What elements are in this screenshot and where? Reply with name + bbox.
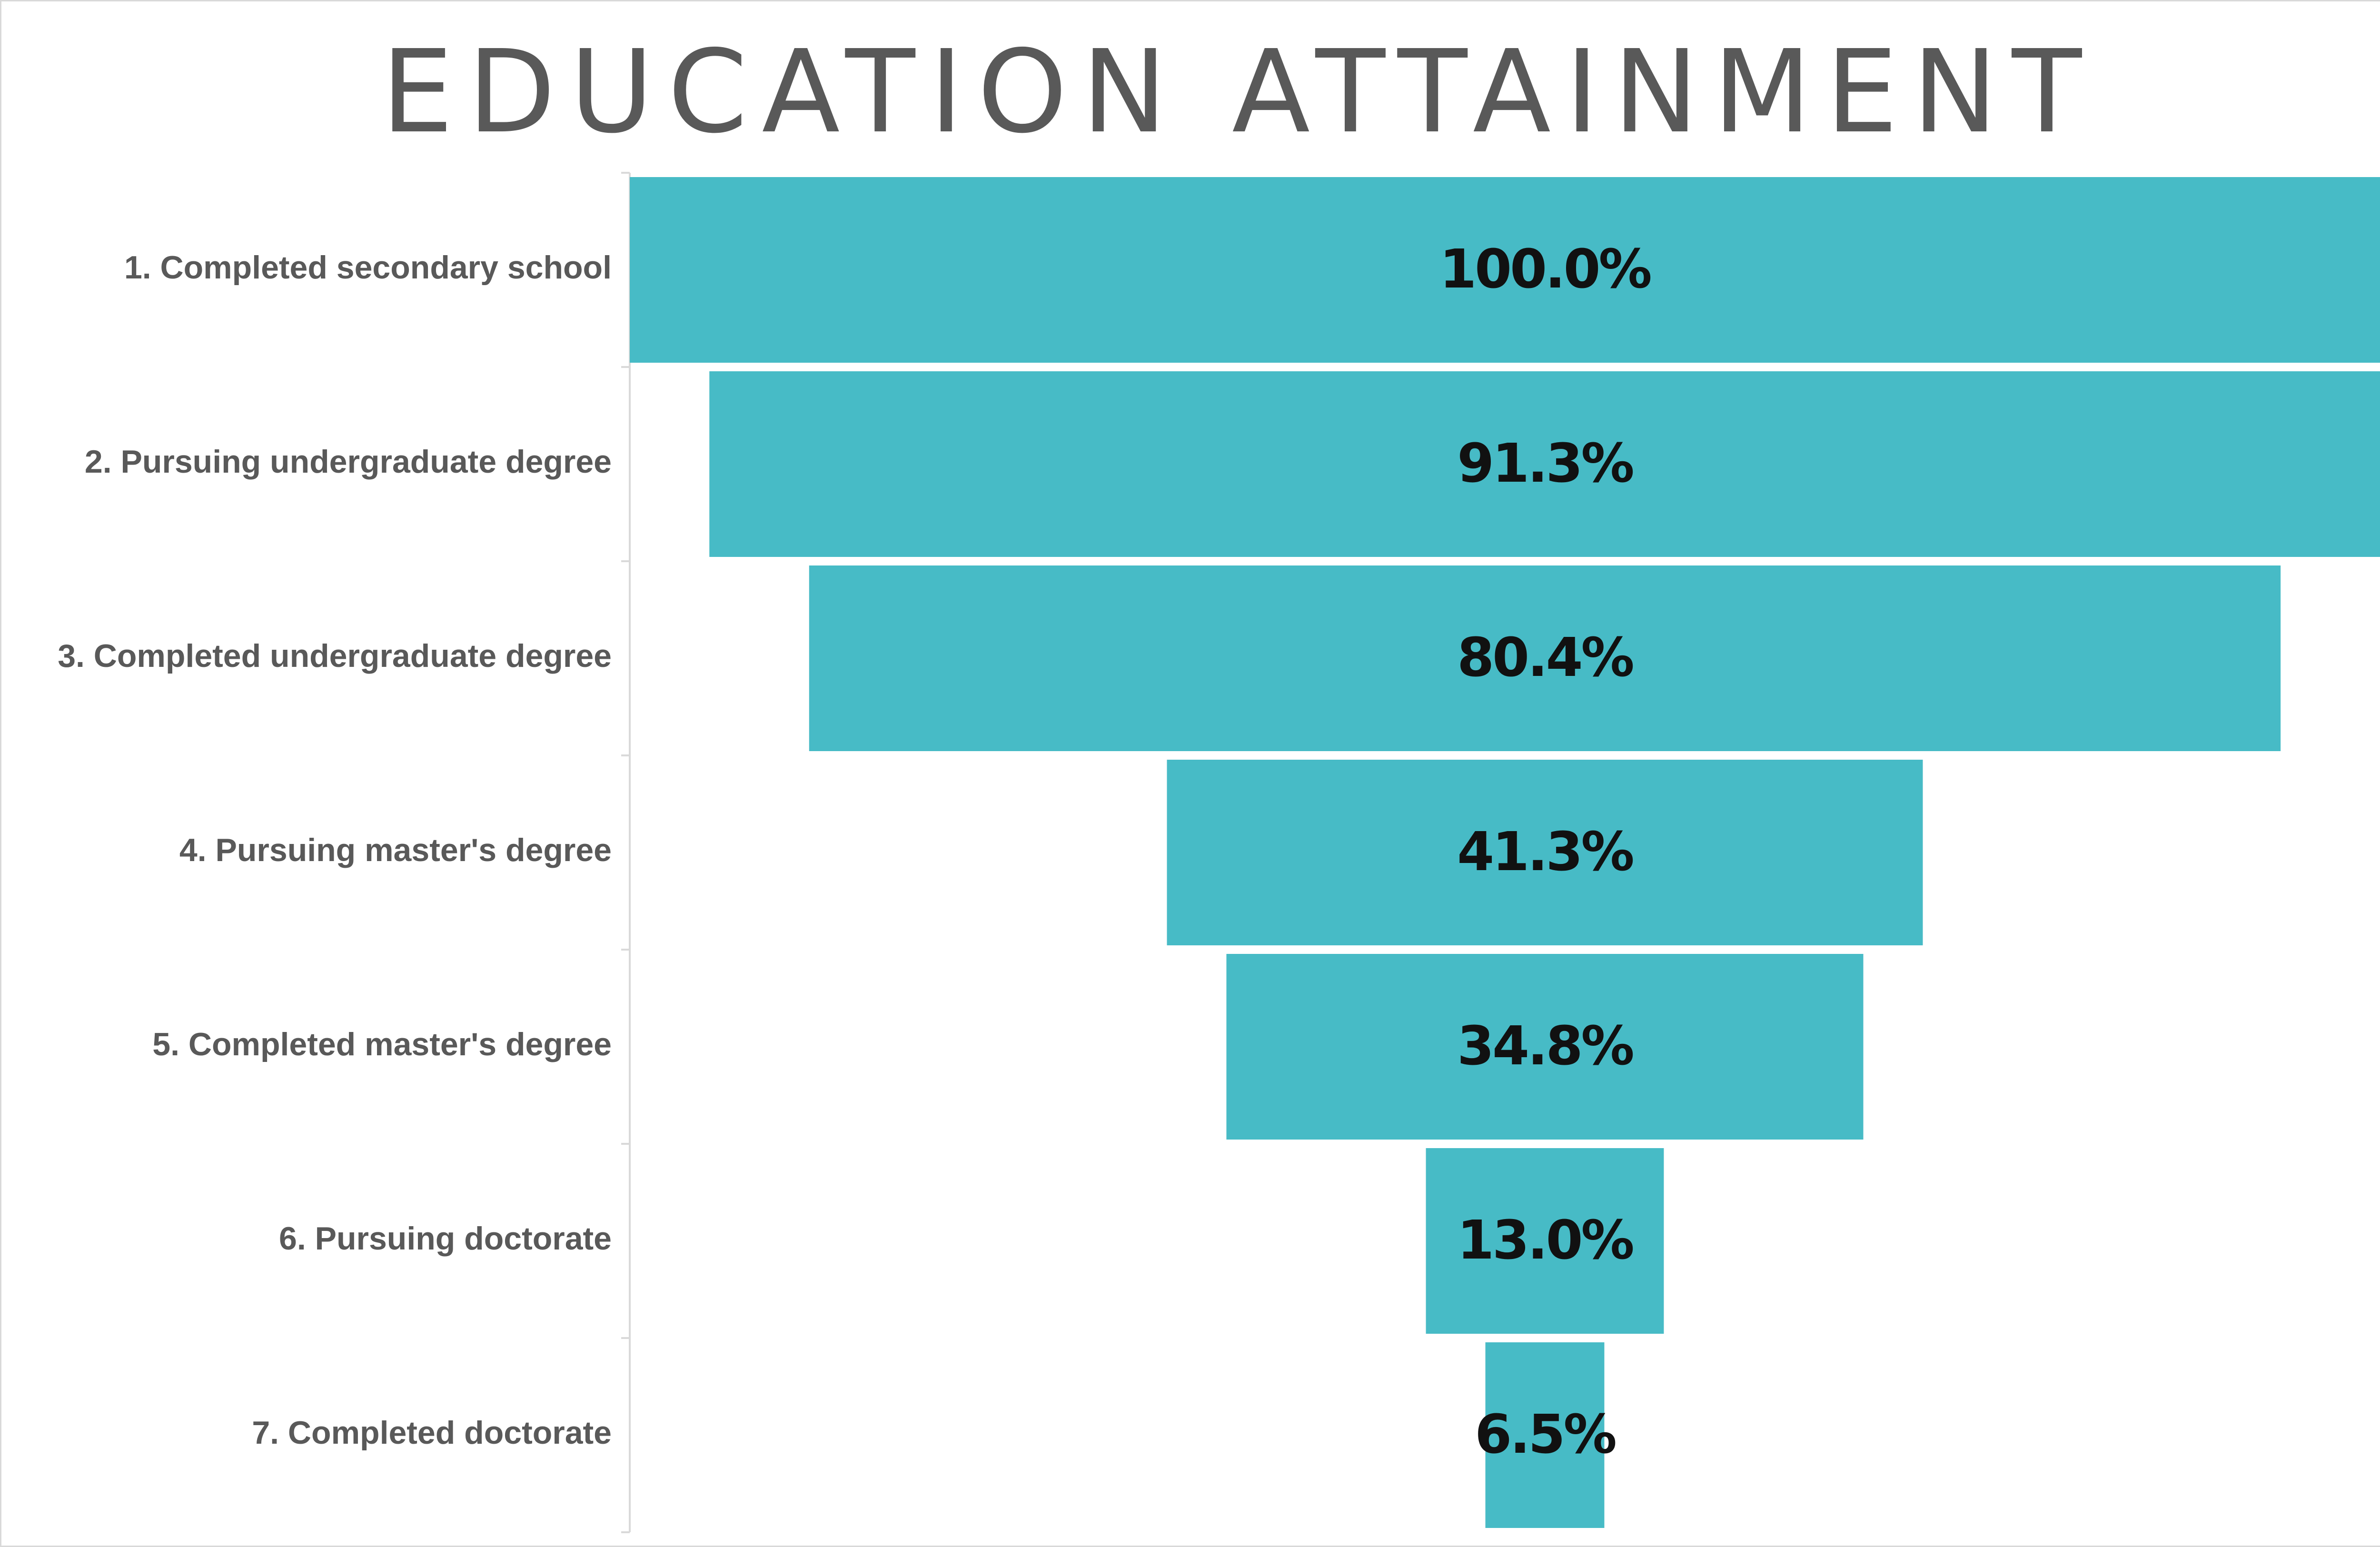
data-label: 41.3% (1457, 821, 1633, 883)
data-label: 34.8% (1457, 1015, 1633, 1077)
category-label: 4. Pursuing master's degree (179, 832, 612, 868)
data-label: 100.0% (1439, 238, 1650, 300)
category-label: 1. Completed secondary school (124, 249, 612, 286)
data-label: 80.4% (1457, 627, 1633, 689)
funnel-bar (1426, 1148, 1664, 1334)
funnel-bar (1485, 1342, 1605, 1528)
category-label: 2. Pursuing undergraduate degree (85, 444, 612, 480)
data-label: 91.3% (1457, 433, 1633, 495)
data-label: 6.5% (1475, 1404, 1615, 1466)
category-label: 3. Completed undergraduate degree (58, 638, 612, 674)
data-label: 13.0% (1457, 1210, 1633, 1271)
funnel-bar (809, 565, 2281, 751)
category-label: 7. Completed doctorate (252, 1415, 612, 1451)
chart-title: EDUCATION ATTAINMENT (381, 25, 2096, 159)
category-axis (621, 172, 631, 1533)
funnel-bar (1167, 760, 1923, 945)
category-label: 6. Pursuing doctorate (279, 1220, 612, 1257)
labels: 1. Completed secondary school 100.0% 2. Pu… (58, 238, 1652, 1466)
category-label: 5. Completed master's degree (152, 1026, 612, 1062)
funnel-bar (630, 177, 2380, 363)
funnel-bar (1226, 954, 1864, 1140)
funnel-bar (709, 371, 2380, 557)
funnel-bars (630, 177, 2380, 1528)
